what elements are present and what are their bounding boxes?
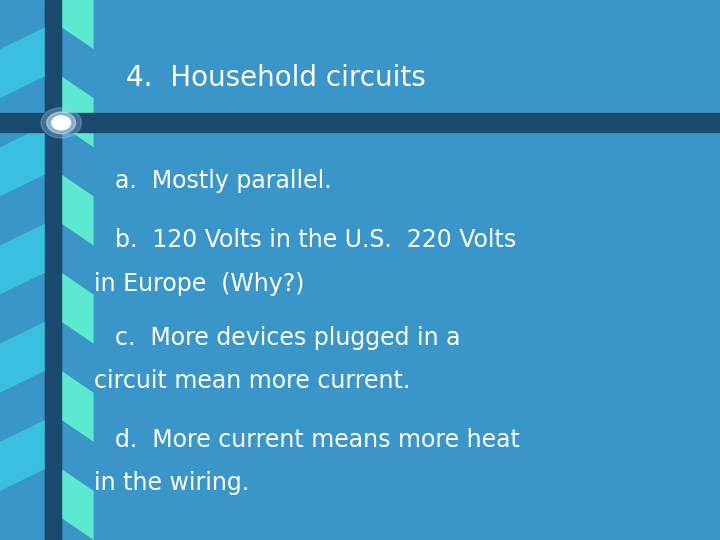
Text: a.  Mostly parallel.: a. Mostly parallel.: [115, 169, 332, 193]
Text: 4.  Household circuits: 4. Household circuits: [126, 64, 426, 92]
Circle shape: [47, 112, 76, 134]
Text: c.  More devices plugged in a: c. More devices plugged in a: [115, 326, 461, 349]
Text: b.  120 Volts in the U.S.  220 Volts: b. 120 Volts in the U.S. 220 Volts: [115, 228, 516, 252]
Text: circuit mean more current.: circuit mean more current.: [94, 369, 410, 393]
Text: in the wiring.: in the wiring.: [94, 471, 248, 495]
Text: d.  More current means more heat: d. More current means more heat: [115, 428, 520, 452]
Circle shape: [41, 108, 81, 138]
Bar: [45, 0, 61, 540]
Bar: [0, 113, 720, 132]
Circle shape: [52, 116, 71, 130]
Text: in Europe  (Why?): in Europe (Why?): [94, 272, 304, 295]
Bar: [45, 0, 61, 540]
